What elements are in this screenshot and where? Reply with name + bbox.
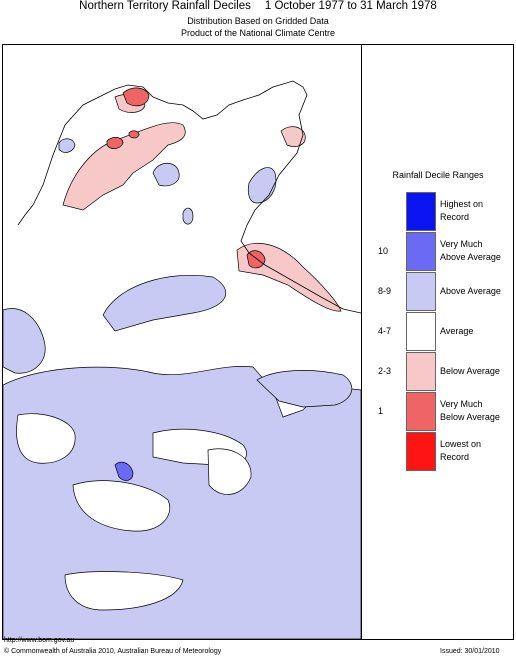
legend-swatch [406, 432, 436, 471]
legend-divider [361, 44, 362, 640]
legend-swatch [406, 272, 436, 311]
map-title: Northern Territory Rainfall Deciles 1 Oct… [0, 0, 516, 12]
very-much-below-average-region-small [128, 130, 140, 139]
legend-swatch [406, 392, 436, 431]
legend-label: Highest on Record [440, 199, 484, 222]
above-average-region-gulf [247, 167, 277, 204]
above-average-region-central [102, 274, 226, 332]
legend-label: Very Much Above Average [440, 239, 501, 262]
legend-swatch [406, 192, 436, 231]
below-average-region-north-west [62, 122, 186, 211]
very-much-below-average-region-centre [106, 137, 124, 149]
legend-range: 1 [378, 406, 384, 416]
footer-issued: Issued: 30/01/2010 [440, 648, 500, 655]
above-average-region-west [3, 308, 46, 374]
footer-copyright: © Commonwealth of Australia 2010, Austra… [4, 648, 222, 655]
above-average-region-small [182, 207, 194, 225]
legend-title: Rainfall Decile Ranges [392, 170, 484, 180]
very-much-above-average-region [114, 461, 134, 481]
legend-range: 4-7 [378, 326, 392, 336]
legend-label: Very Much Below Average [440, 399, 500, 422]
legend-label: Above Average [440, 286, 501, 296]
legend-swatch [406, 352, 436, 391]
legend-range: 2-3 [378, 366, 392, 376]
below-average-region-arnhem [280, 126, 306, 147]
subtitle-product: Product of the National Climate Centre [180, 28, 336, 38]
average-pocket-southeast [207, 448, 252, 495]
above-average-region-centre-north [152, 162, 180, 187]
legend-range: 8-9 [378, 286, 392, 296]
legend-label: Below Average [440, 366, 500, 376]
title-period: 1 October 1977 to 31 March 1978 [264, 0, 437, 12]
subtitle-distribution: Distribution Based on Gridded Data [187, 16, 329, 26]
above-average-region-top-end [58, 138, 76, 153]
above-average-region-east-upper [256, 370, 353, 408]
legend-swatch [406, 312, 436, 351]
footer-url[interactable]: http://www.bom.gov.au [4, 637, 75, 644]
title-text: Northern Territory Rainfall Deciles [79, 0, 251, 12]
very-much-below-average-region-north [122, 87, 150, 107]
above-average-region-south [3, 366, 361, 639]
average-pocket-south [72, 480, 170, 532]
rainfall-decile-map [3, 80, 361, 639]
legend-swatch [406, 232, 436, 271]
average-pocket-west [16, 413, 76, 464]
map-frame [2, 44, 514, 640]
average-pocket-far-south [64, 571, 184, 611]
coastline [17, 80, 361, 314]
legend-label: Average [440, 326, 474, 336]
legend-range: 10 [378, 246, 389, 256]
legend-label: Lowest on Record [440, 439, 482, 462]
